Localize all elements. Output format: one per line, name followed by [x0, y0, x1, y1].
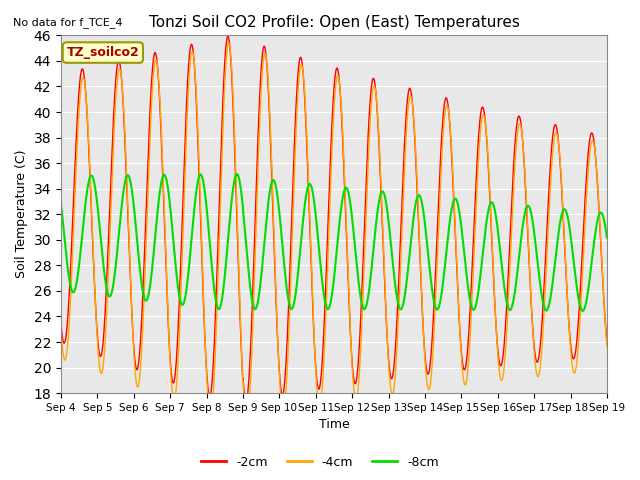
-8cm: [493, 218, 500, 224]
Title: Tonzi Soil CO2 Profile: Open (East) Temperatures: Tonzi Soil CO2 Profile: Open (East) Temp…: [148, 15, 520, 30]
-8cm: [603, 235, 611, 240]
-2cm: [350, 378, 358, 384]
Legend: -2cm, -4cm, -8cm: -2cm, -4cm, -8cm: [196, 451, 444, 474]
-2cm: [224, 33, 232, 39]
-8cm: [233, 171, 241, 177]
-4cm: [209, 390, 217, 396]
-8cm: [570, 262, 578, 267]
Y-axis label: Soil Temperature (C): Soil Temperature (C): [15, 150, 28, 278]
-4cm: [493, 339, 500, 345]
X-axis label: Time: Time: [319, 419, 349, 432]
Text: TZ_soilco2: TZ_soilco2: [67, 46, 140, 59]
-2cm: [603, 338, 611, 344]
-4cm: [225, 40, 232, 46]
-2cm: [243, 398, 250, 404]
-2cm: [362, 183, 370, 189]
-2cm: [493, 336, 500, 342]
-4cm: [57, 327, 65, 333]
-8cm: [350, 232, 358, 238]
-8cm: [579, 308, 586, 314]
-4cm: [556, 146, 563, 152]
Line: -2cm: -2cm: [61, 36, 607, 401]
-4cm: [362, 214, 370, 219]
-2cm: [209, 361, 217, 367]
-8cm: [555, 228, 563, 233]
-8cm: [57, 202, 65, 207]
Line: -8cm: -8cm: [61, 174, 607, 311]
-2cm: [57, 321, 65, 327]
-8cm: [362, 305, 369, 311]
-4cm: [570, 370, 578, 376]
-4cm: [603, 344, 611, 349]
-4cm: [350, 389, 358, 395]
Text: No data for f_TCE_4: No data for f_TCE_4: [13, 17, 122, 28]
Line: -4cm: -4cm: [61, 43, 607, 418]
-2cm: [556, 146, 563, 152]
-8cm: [209, 278, 217, 284]
-2cm: [570, 355, 578, 360]
-4cm: [243, 415, 251, 421]
